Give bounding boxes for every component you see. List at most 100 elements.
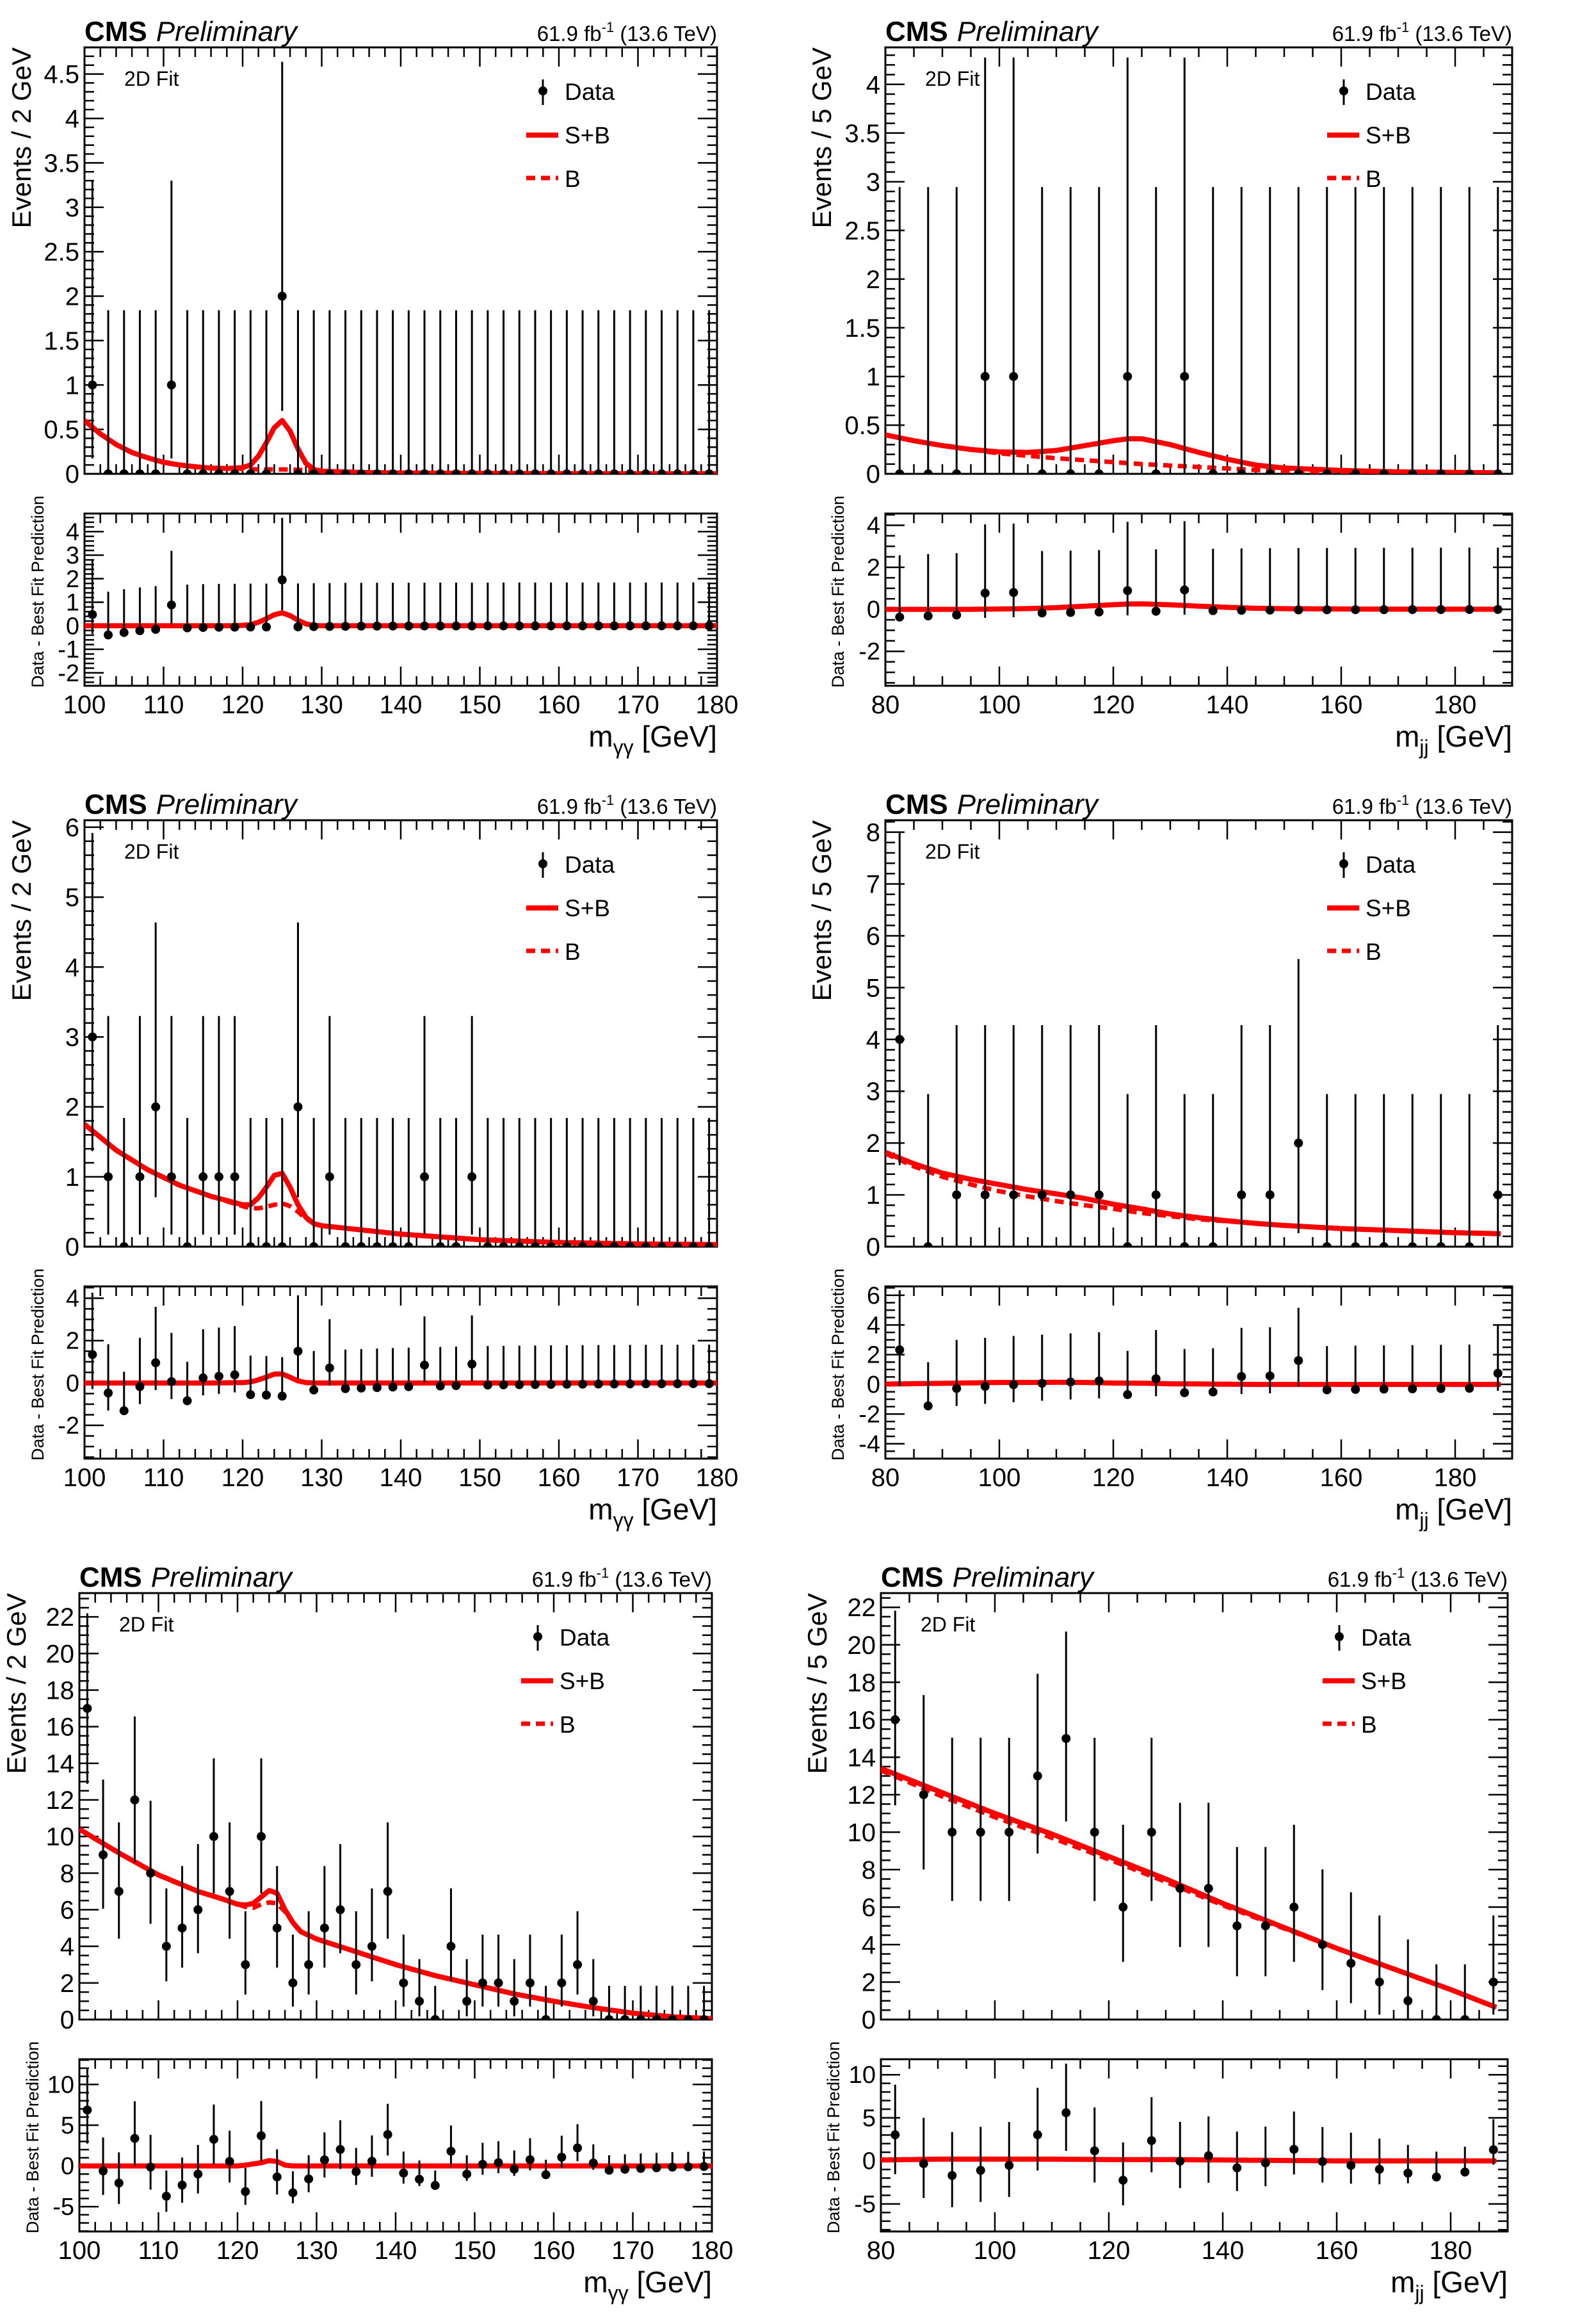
data-marker	[683, 2015, 693, 2020]
residual-point	[462, 2155, 472, 2181]
data-marker	[325, 1172, 334, 1181]
legend-entry-b: B	[521, 1712, 576, 1738]
residual-point	[1261, 2126, 1270, 2187]
residual-point	[976, 2126, 985, 2202]
data-point	[272, 1866, 282, 1968]
data-marker	[557, 1978, 567, 1988]
residual-point	[277, 1357, 287, 1401]
data-marker	[309, 469, 319, 474]
residual-point	[1037, 551, 1047, 618]
data-marker	[1208, 469, 1218, 474]
ratio-y-tick-label: -2	[858, 1401, 880, 1428]
data-point	[1408, 187, 1417, 474]
data-marker	[483, 469, 492, 474]
data-point	[525, 1934, 535, 2007]
legend-entry-sb: S+B	[521, 1668, 605, 1694]
y-tick-label: 1	[866, 1181, 880, 1210]
residual-marker	[83, 2105, 92, 2115]
residual-marker	[530, 1380, 540, 1389]
residual-point	[593, 1345, 603, 1389]
cms-label: CMS Preliminary	[881, 1562, 1095, 1593]
b-curve	[885, 1151, 1501, 1236]
data-marker	[499, 1242, 508, 1247]
legend-label: B	[560, 1712, 576, 1738]
lumi-label: 61.9 fb-1 (13.6 TeV)	[1332, 19, 1512, 45]
residual-marker	[1318, 2157, 1327, 2166]
legend-label: S+B	[565, 122, 610, 149]
residual-marker	[309, 622, 319, 631]
residual-marker	[657, 1379, 666, 1389]
residual-point	[182, 1361, 192, 1405]
data-point	[277, 61, 287, 411]
data-marker	[1318, 1939, 1327, 1949]
cms-label: CMS Preliminary	[885, 16, 1100, 47]
sb-curve	[885, 432, 1502, 474]
data-point	[1037, 187, 1047, 474]
residual-point	[704, 582, 714, 631]
residual-point	[483, 582, 492, 631]
data-marker	[923, 469, 933, 474]
data-point	[895, 831, 905, 1165]
ratio-y-tick-label: 10	[849, 2062, 876, 2089]
data-point	[1493, 187, 1503, 474]
data-marker	[1379, 469, 1389, 474]
residual-point	[246, 1356, 255, 1400]
data-point	[451, 310, 461, 474]
data-point	[225, 1822, 234, 1939]
data-point	[494, 1934, 503, 2007]
legend-entry-b: B	[526, 939, 581, 965]
data-marker	[1009, 371, 1019, 381]
residual-point	[636, 2153, 645, 2173]
data-point	[573, 1911, 583, 1995]
ratio-plot-frame	[83, 512, 718, 687]
residual-marker	[335, 2144, 345, 2154]
residual-marker	[1289, 2144, 1299, 2154]
data-point	[1493, 1024, 1503, 1247]
y-tick-label: 2	[866, 266, 880, 294]
data-point	[1351, 1094, 1360, 1247]
residual-point	[947, 2132, 957, 2207]
data-marker	[257, 1832, 266, 1842]
residual-point	[1493, 547, 1503, 614]
residual-point	[182, 584, 192, 633]
data-marker	[182, 1242, 192, 1247]
x-axis-title: mjj [GeV]	[1395, 1493, 1512, 1532]
data-marker	[99, 1850, 108, 1859]
data-marker	[980, 371, 990, 381]
residual-marker	[499, 1380, 508, 1389]
panel-1: CMS Preliminary 61.9 fb-1 (13.6 TeV) 2D Fit…	[807, 16, 1513, 759]
data-marker-icon	[1339, 86, 1348, 95]
data-point	[1322, 187, 1332, 474]
data-marker	[1403, 1996, 1413, 2005]
data-point	[1208, 187, 1218, 474]
lumi-exponent: -1	[1397, 19, 1410, 35]
residual-marker	[1009, 1380, 1019, 1389]
residual-marker	[652, 2163, 661, 2173]
fit-label: 2D Fit	[925, 840, 979, 863]
residual-marker	[99, 2166, 108, 2176]
residual-point	[1204, 2116, 1213, 2183]
x-tick-label: 160	[1320, 1464, 1363, 1492]
data-point	[1151, 187, 1161, 474]
ratio-y-tick-label: 5	[862, 2105, 876, 2132]
residual-point	[467, 582, 477, 631]
residual-marker	[1175, 2157, 1185, 2166]
residual-point	[146, 2135, 156, 2190]
data-marker	[467, 1172, 477, 1181]
ratio-y-tick-label: -4	[858, 1431, 880, 1458]
data-point	[980, 57, 990, 474]
data-marker	[530, 1242, 540, 1247]
residual-point	[1066, 1333, 1076, 1400]
data-marker	[151, 1102, 161, 1112]
residual-marker	[341, 622, 350, 631]
y-tick-label: 22	[46, 1603, 75, 1632]
residual-marker	[388, 621, 398, 631]
data-point	[1436, 187, 1446, 474]
residual-point	[1208, 549, 1218, 615]
residual-marker	[1147, 2136, 1156, 2146]
data-point	[1175, 1802, 1185, 1947]
y-tick-label: 20	[46, 1640, 75, 1668]
data-marker	[699, 2015, 709, 2020]
residual-marker	[683, 2162, 693, 2172]
data-marker	[1493, 469, 1503, 474]
